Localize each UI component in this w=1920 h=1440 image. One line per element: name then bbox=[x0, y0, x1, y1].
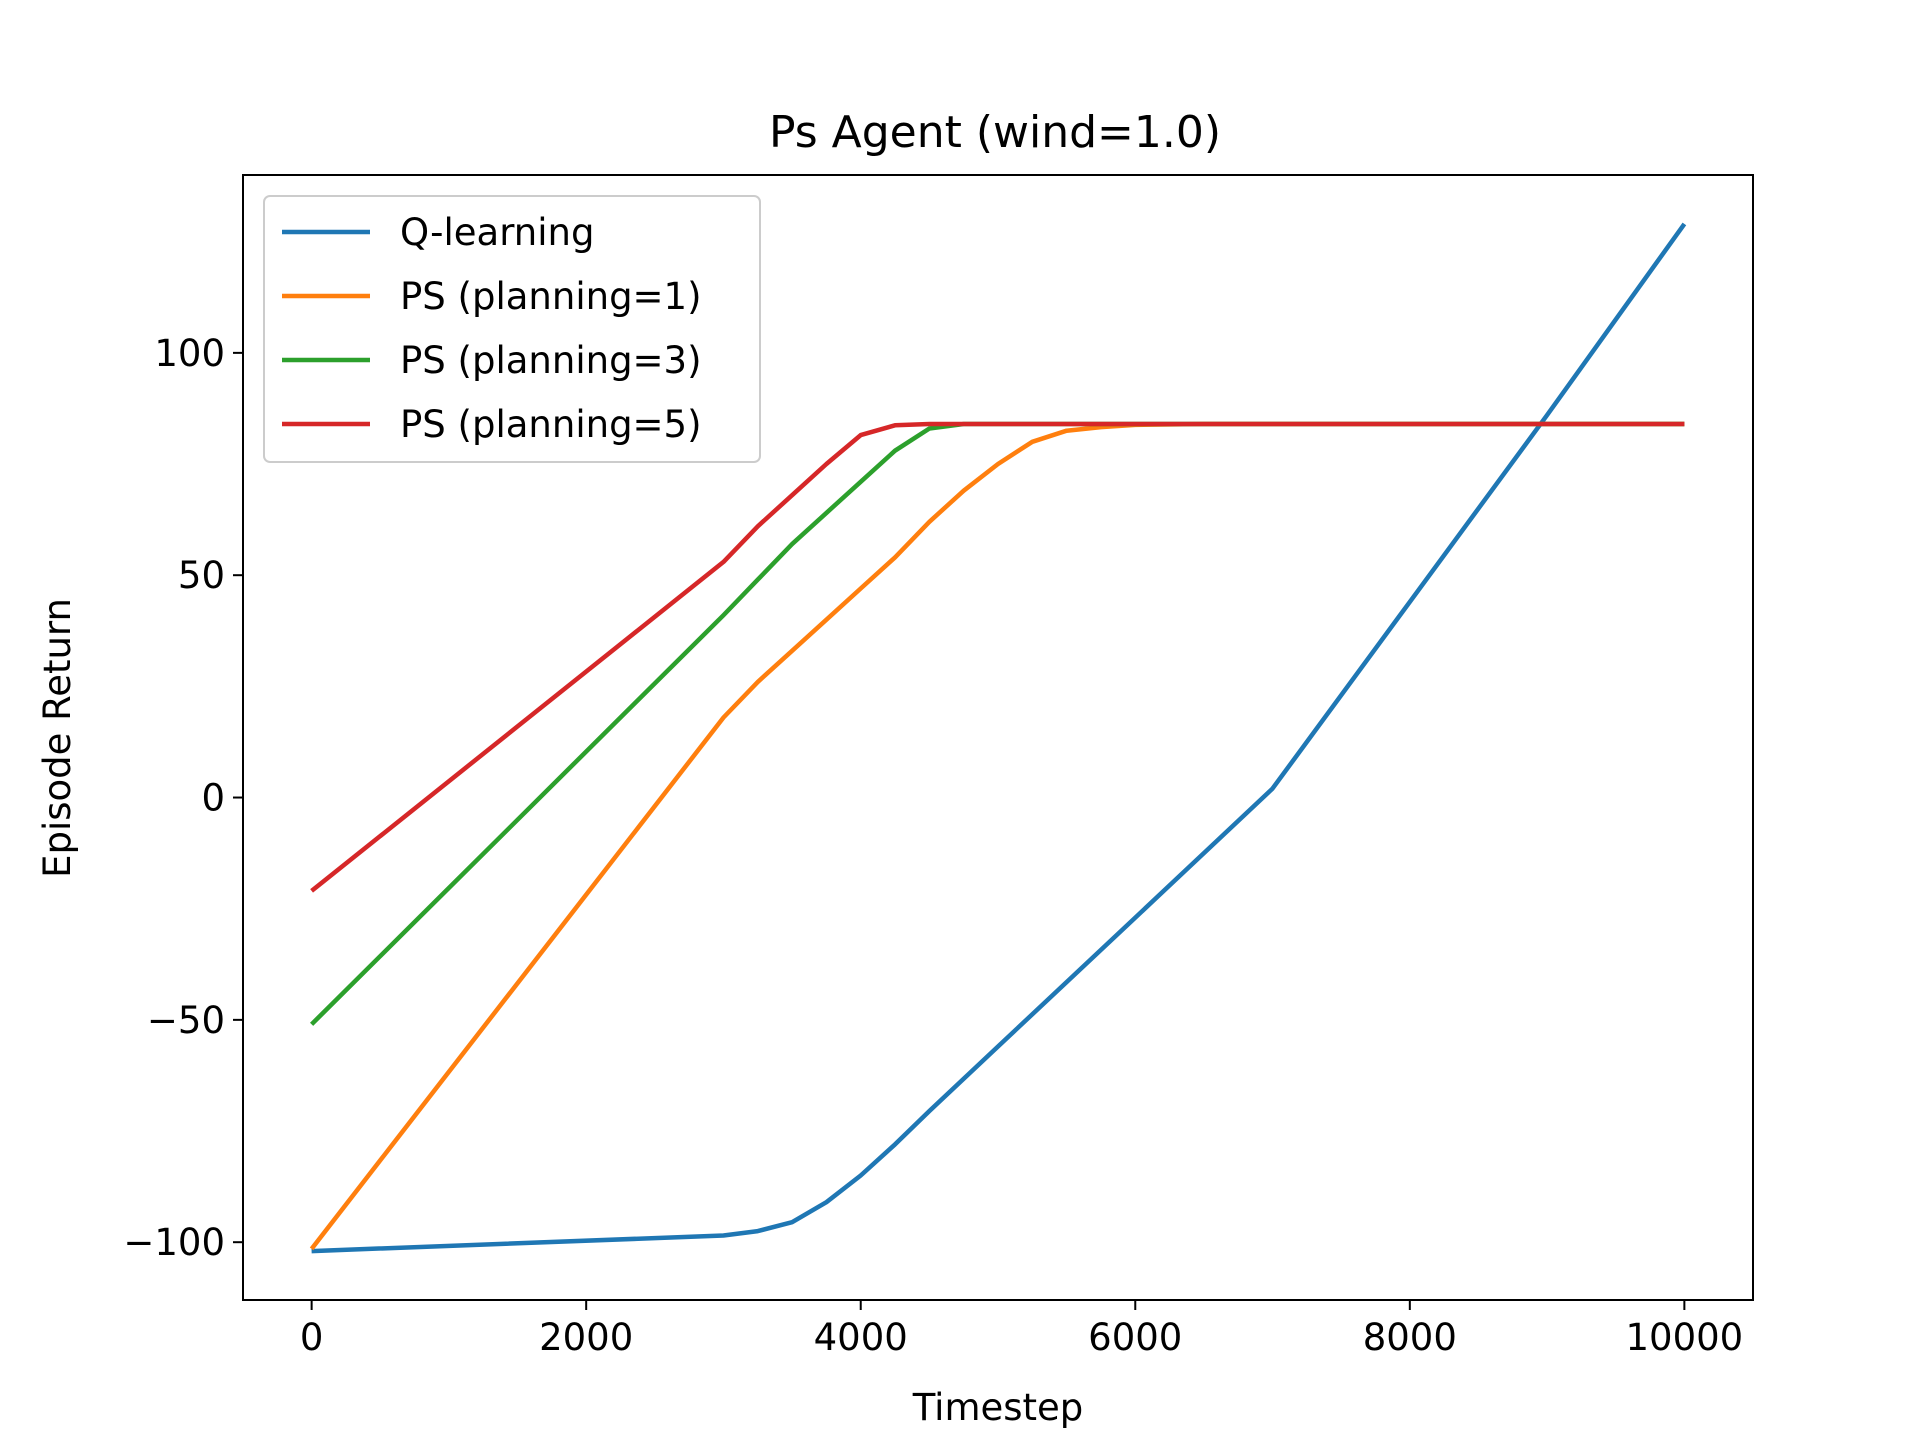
x-tick-label: 6000 bbox=[1088, 1316, 1182, 1359]
series-line-4 bbox=[310, 421, 1685, 893]
y-tick-label: 0 bbox=[201, 777, 225, 820]
series-layer bbox=[309, 222, 1687, 1254]
legend-box bbox=[263, 195, 761, 463]
series-line-1 bbox=[311, 222, 1687, 1254]
plot-frame bbox=[242, 174, 1754, 1301]
x-tick-label: 2000 bbox=[539, 1316, 633, 1359]
y-tick-label: −50 bbox=[147, 999, 225, 1042]
legend-label: PS (planning=5) bbox=[400, 403, 702, 446]
chart-title: Ps Agent (wind=1.0) bbox=[769, 107, 1221, 158]
y-tick-label: −100 bbox=[123, 1221, 225, 1264]
legend-label: PS (planning=1) bbox=[400, 275, 702, 318]
y-axis-label: Episode Return bbox=[36, 598, 79, 878]
legend-label: Q-learning bbox=[400, 211, 594, 254]
x-tick-label: 8000 bbox=[1363, 1316, 1457, 1359]
y-axis: −100 −50 0 50 100 bbox=[123, 332, 243, 1264]
x-axis: 0 2000 4000 6000 8000 10000 bbox=[300, 1300, 1743, 1359]
x-axis-label: Timestep bbox=[912, 1386, 1084, 1429]
x-tick-label: 4000 bbox=[814, 1316, 908, 1359]
y-tick-label: 50 bbox=[178, 554, 225, 597]
x-tick-label: 10000 bbox=[1626, 1316, 1744, 1359]
legend: Q-learning PS (planning=1) PS (planning=3)… bbox=[263, 195, 761, 463]
legend-label: PS (planning=3) bbox=[400, 339, 702, 382]
y-tick-label: 100 bbox=[154, 332, 225, 375]
x-tick-label: 0 bbox=[300, 1316, 324, 1359]
